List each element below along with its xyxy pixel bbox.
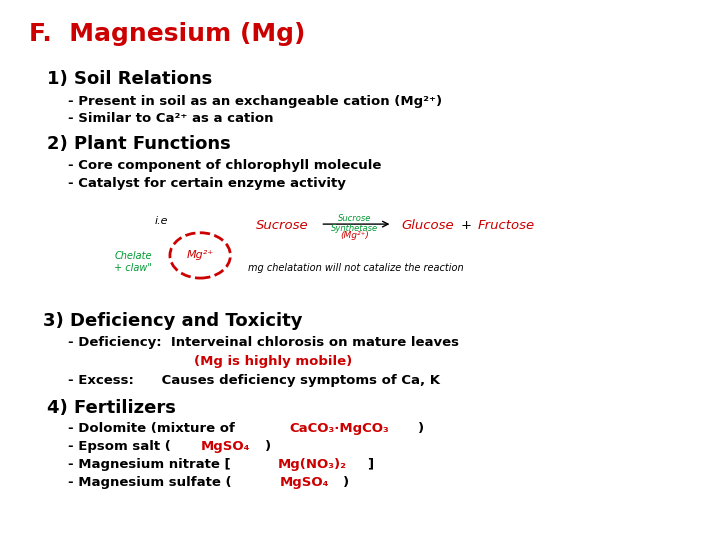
Text: - Magnesium sulfate (: - Magnesium sulfate ( <box>68 476 232 489</box>
Text: Mg(NO₃)₂: Mg(NO₃)₂ <box>278 458 347 471</box>
Text: - Catalyst for certain enzyme activity: - Catalyst for certain enzyme activity <box>68 177 346 190</box>
Text: i.e: i.e <box>155 216 168 226</box>
Text: - Present in soil as an exchangeable cation (Mg²⁺): - Present in soil as an exchangeable cat… <box>68 94 443 107</box>
Text: (Mg²⁺): (Mg²⁺) <box>341 231 369 240</box>
Text: ): ) <box>265 440 271 453</box>
Text: - Dolomite (mixture of: - Dolomite (mixture of <box>68 422 240 435</box>
Text: Fructose: Fructose <box>477 219 534 232</box>
Text: (Mg is highly mobile): (Mg is highly mobile) <box>194 355 353 368</box>
Text: MgSO₄: MgSO₄ <box>201 440 251 453</box>
Text: Glucose: Glucose <box>402 219 454 232</box>
Text: F.  Magnesium (Mg): F. Magnesium (Mg) <box>29 22 305 45</box>
Text: - Magnesium nitrate [: - Magnesium nitrate [ <box>68 458 231 471</box>
Text: 4) Fertilizers: 4) Fertilizers <box>47 399 176 416</box>
Text: +: + <box>461 219 472 232</box>
Text: ): ) <box>418 422 425 435</box>
Text: - Similar to Ca²⁺ as a cation: - Similar to Ca²⁺ as a cation <box>68 112 274 125</box>
Text: Chelate
+ claw": Chelate + claw" <box>114 251 152 273</box>
Text: mg chelatation will not catalize the reaction: mg chelatation will not catalize the rea… <box>248 263 464 273</box>
Text: 3) Deficiency and Toxicity: 3) Deficiency and Toxicity <box>43 312 302 330</box>
Text: Sucrose
Synthetase: Sucrose Synthetase <box>331 214 379 233</box>
Text: 2) Plant Functions: 2) Plant Functions <box>47 135 230 153</box>
Text: - Deficiency:  Interveinal chlorosis on mature leaves: - Deficiency: Interveinal chlorosis on m… <box>68 336 459 349</box>
Text: Sucrose: Sucrose <box>256 219 308 232</box>
Text: MgSO₄: MgSO₄ <box>279 476 329 489</box>
Text: - Core component of chlorophyll molecule: - Core component of chlorophyll molecule <box>68 159 382 172</box>
Text: - Excess:      Causes deficiency symptoms of Ca, K: - Excess: Causes deficiency symptoms of … <box>68 374 441 387</box>
Text: ): ) <box>343 476 349 489</box>
Text: - Epsom salt (: - Epsom salt ( <box>68 440 171 453</box>
Text: Mg²⁺: Mg²⁺ <box>186 251 214 260</box>
Text: CaCO₃·MgCO₃: CaCO₃·MgCO₃ <box>289 422 390 435</box>
Text: 1) Soil Relations: 1) Soil Relations <box>47 70 212 88</box>
Text: ]: ] <box>367 458 374 471</box>
